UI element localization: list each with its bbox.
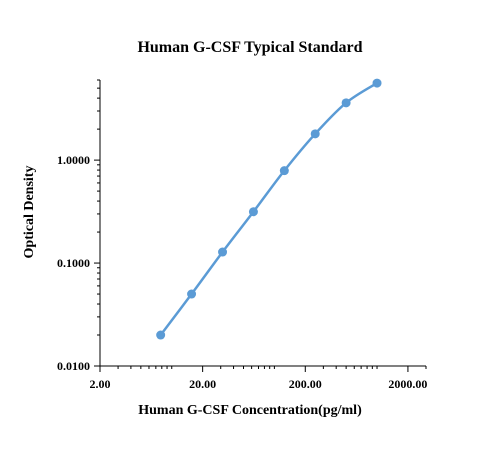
y-axis-title: Optical Density <box>22 166 37 259</box>
data-point <box>187 289 197 299</box>
x-axis-title: Human G-CSF Concentration(pg/ml) <box>138 403 362 418</box>
x-tick-label: 2000.00 <box>388 377 427 391</box>
data-point <box>279 166 289 176</box>
x-tick-label: 200.00 <box>289 377 322 391</box>
axes: 2.00 20.00 200.00 2000.00 0.0100 0.1000 1.0000 <box>57 79 427 391</box>
data-point <box>310 129 320 139</box>
x-tick-label: 20.00 <box>189 377 216 391</box>
data-point <box>341 98 351 108</box>
y-tick-label: 0.1000 <box>57 256 90 270</box>
y-tick-label: 1.0000 <box>57 153 90 167</box>
data-point <box>372 78 382 88</box>
data-point <box>248 207 258 217</box>
x-tick-label: 2.00 <box>90 377 111 391</box>
chart-title: Human G-CSF Typical Standard <box>137 39 362 56</box>
series-layer <box>156 78 382 340</box>
data-point <box>218 247 228 257</box>
y-tick-label: 0.0100 <box>57 359 90 373</box>
data-point <box>156 330 166 340</box>
